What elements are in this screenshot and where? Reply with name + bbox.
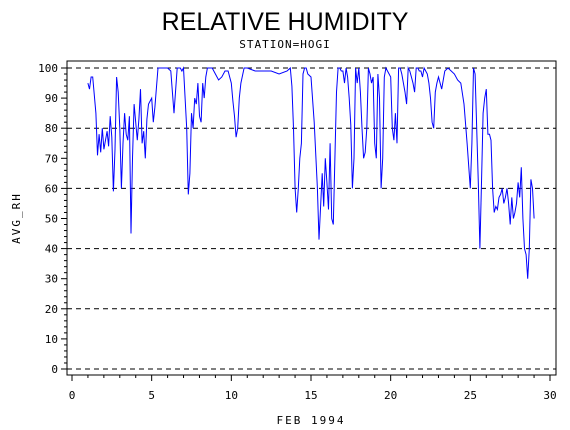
x-tick-label: 10	[225, 389, 238, 402]
chart-subtitle: STATION=HOGI	[239, 38, 330, 51]
y-tick-label: 70	[45, 152, 58, 165]
x-tick-label: 5	[148, 389, 155, 402]
y-tick-label: 30	[45, 273, 58, 286]
y-tick-label: 0	[51, 363, 58, 376]
y-axis-label: AVG_RH	[10, 192, 23, 244]
y-tick-label: 100	[38, 62, 58, 75]
y-axis: 0 10 20 30 40 50 60 70 80 90 100	[38, 62, 67, 376]
y-tick-label: 60	[45, 182, 58, 195]
y-tick-label: 80	[45, 122, 58, 135]
y-tick-label: 40	[45, 243, 58, 256]
gridlines	[67, 67, 556, 370]
y-tick-label: 20	[45, 303, 58, 316]
series-line-avg-rh	[87, 66, 535, 279]
x-axis-label: FEB 1994	[277, 414, 346, 427]
chart-title: RELATIVE HUMIDITY	[162, 8, 409, 36]
y-tick-label: 50	[45, 213, 58, 226]
y-tick-label: 90	[45, 92, 58, 105]
x-axis: 0 5 10 15 20 25 30	[69, 375, 557, 402]
plot-frame	[66, 60, 557, 376]
x-tick-label: 30	[543, 389, 556, 402]
x-tick-label: 0	[69, 389, 76, 402]
y-tick-label: 10	[45, 333, 58, 346]
x-tick-label: 15	[304, 389, 317, 402]
x-tick-label: 25	[464, 389, 477, 402]
x-tick-label: 20	[384, 389, 397, 402]
